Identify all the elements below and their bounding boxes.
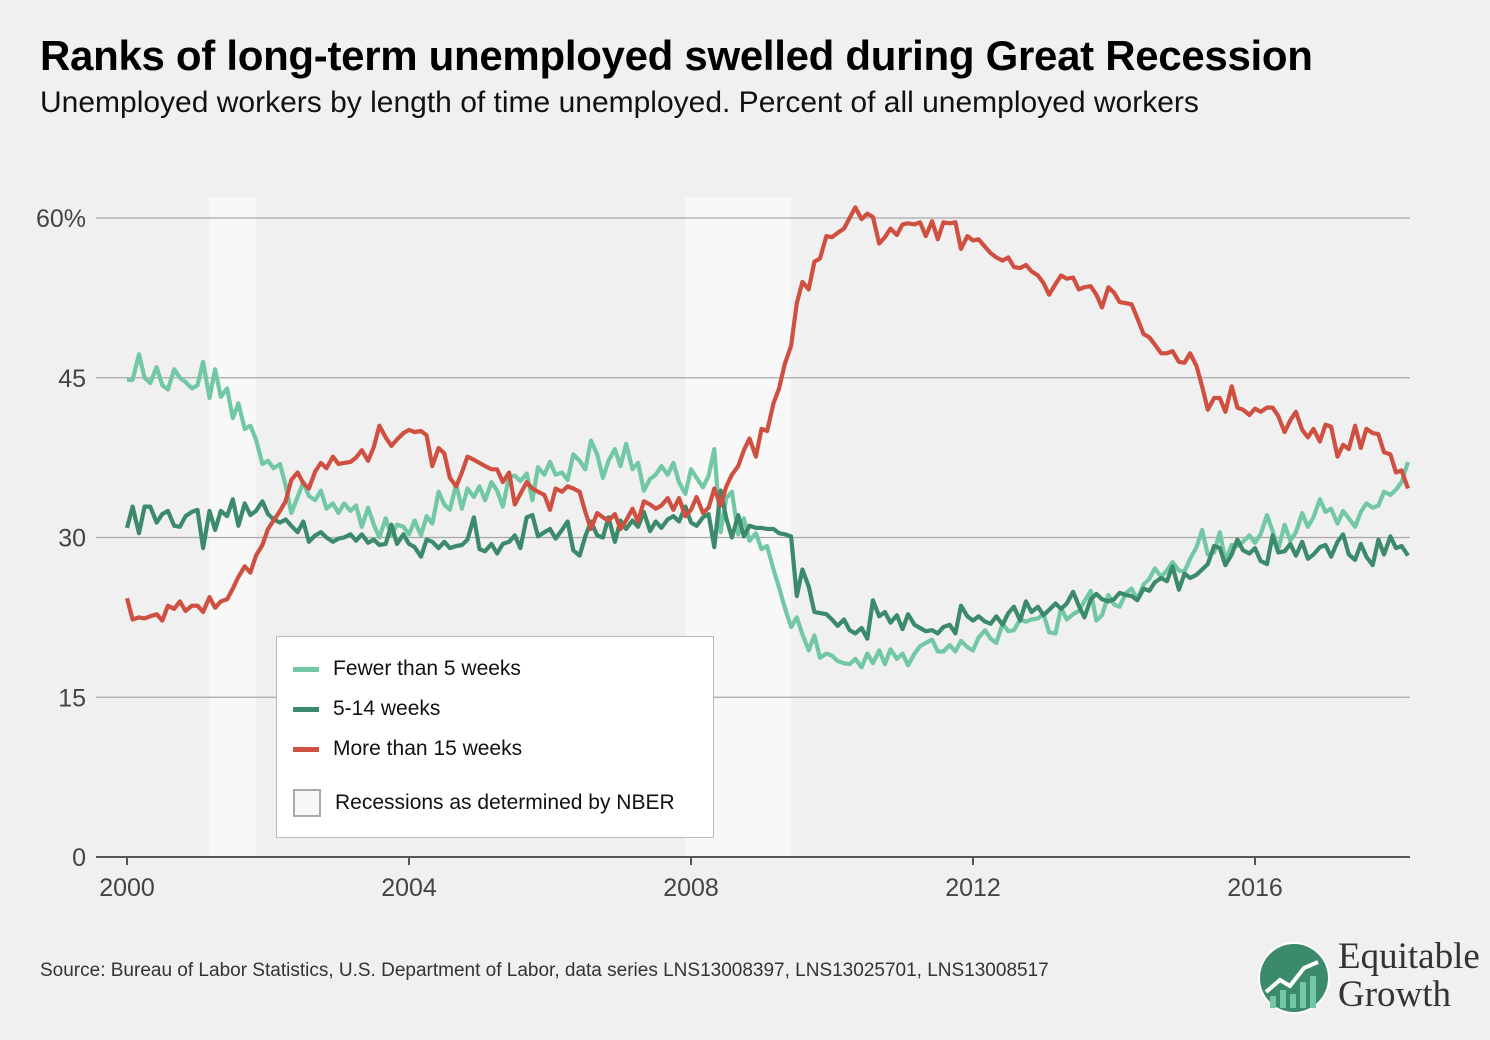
legend-swatch-5-14-weeks	[293, 706, 319, 712]
series-line-5-14-weeks	[124, 488, 1410, 641]
source-note: Source: Bureau of Labor Statistics, U.S.…	[40, 960, 1049, 981]
legend-item-recessions: Recessions as determined by NBER	[293, 789, 675, 817]
legend-label: 5-14 weeks	[333, 697, 441, 720]
line-chart: 0 15 30 45 60% 2000 2004 2008 2012 2016	[35, 205, 1411, 902]
x-tick-label: 2008	[663, 874, 719, 902]
x-tick-label: 2004	[381, 874, 437, 902]
legend-item-5-14-weeks: 5-14 weeks	[293, 697, 440, 721]
legend: Fewer than 5 weeks 5-14 weeks More than …	[276, 636, 714, 838]
legend-item-fewer-than-5-weeks: Fewer than 5 weeks	[293, 657, 521, 681]
x-tick-label: 2000	[99, 874, 155, 902]
y-tick-label: 60%	[36, 205, 86, 233]
legend-swatch-fewer-than-5-weeks	[293, 666, 319, 672]
series-lines	[124, 205, 1411, 670]
y-tick-label: 45	[58, 365, 86, 393]
chart-subtitle: Unemployed workers by length of time une…	[40, 86, 1199, 119]
logo-text: Equitable Growth	[1338, 938, 1480, 1014]
logo-line-1: Equitable	[1338, 936, 1480, 977]
legend-label: Recessions as determined by NBER	[335, 791, 675, 814]
logo-line-2: Growth	[1338, 974, 1452, 1015]
y-tick-label: 0	[72, 844, 86, 872]
chart-title: Ranks of long-term unemployed swelled du…	[40, 32, 1313, 79]
axes: 0 15 30 45 60% 2000 2004 2008 2012 2016	[36, 205, 1410, 902]
legend-swatch-recession	[293, 789, 321, 817]
legend-label: More than 15 weeks	[333, 737, 523, 760]
equitable-growth-logo: Equitable Growth	[1246, 930, 1490, 1026]
legend-label: Fewer than 5 weeks	[333, 657, 521, 680]
series-line-more-than-15-weeks	[124, 205, 1410, 623]
growth-chart-icon	[1258, 942, 1330, 1014]
x-tick-label: 2016	[1227, 874, 1283, 902]
series-line-fewer-than-5-weeks	[127, 352, 1411, 670]
y-tick-label: 15	[58, 684, 86, 712]
x-tick-label: 2012	[945, 874, 1001, 902]
legend-item-more-than-15-weeks: More than 15 weeks	[293, 737, 522, 761]
legend-swatch-more-than-15-weeks	[293, 746, 319, 752]
y-tick-label: 30	[58, 525, 86, 553]
